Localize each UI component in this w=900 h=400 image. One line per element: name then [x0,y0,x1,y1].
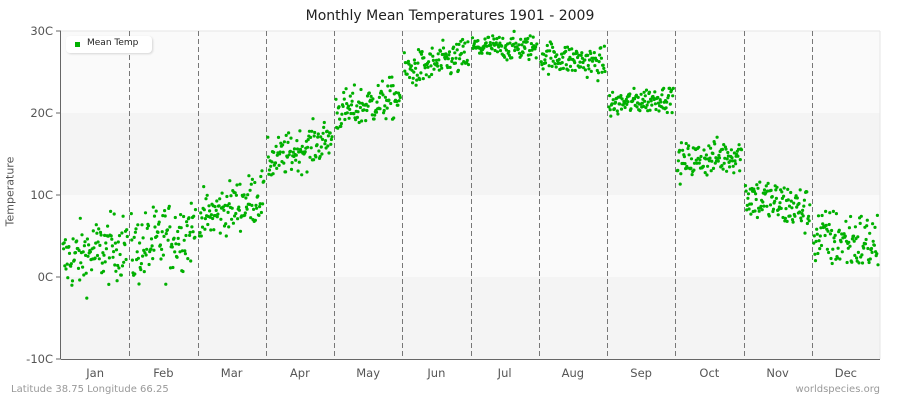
source-credit: worldspecies.org [795,384,880,395]
y-tick-label: 0C [38,270,53,284]
x-tick-label: Dec [835,366,857,380]
background-bands [61,30,881,359]
legend: Mean Temp [66,36,152,53]
y-tick-label: 20C [30,106,53,120]
y-tick-label: 10C [30,188,53,202]
legend-label: Mean Temp [87,38,139,48]
x-axis-ticks: Jan Feb Mar Apr May Jun Jul Aug Sep Oct Nov Dec [85,366,857,380]
y-axis-ticks: -10C 0C 10C 20C 30C [26,24,61,366]
x-tick-label: Oct [699,366,719,380]
y-tick-label: 30C [30,24,53,38]
x-tick-label: Apr [290,366,310,380]
data-points [61,29,880,300]
x-tick-label: Sep [630,366,652,380]
x-tick-label: May [356,366,380,380]
x-tick-label: Jun [426,366,445,380]
x-tick-label: Nov [766,366,789,380]
x-tick-label: Aug [562,366,584,380]
location-caption: Latitude 38.75 Longitude 66.25 [11,384,169,395]
x-tick-label: Jul [497,366,512,380]
chart-title: Monthly Mean Temperatures 1901 - 2009 [305,8,595,24]
x-tick-label: Jan [85,366,104,380]
month-separators [129,31,813,359]
x-tick-label: Mar [221,366,243,380]
y-tick-label: -10C [26,352,53,366]
legend-swatch-icon [75,42,80,47]
x-tick-label: Feb [153,366,173,380]
